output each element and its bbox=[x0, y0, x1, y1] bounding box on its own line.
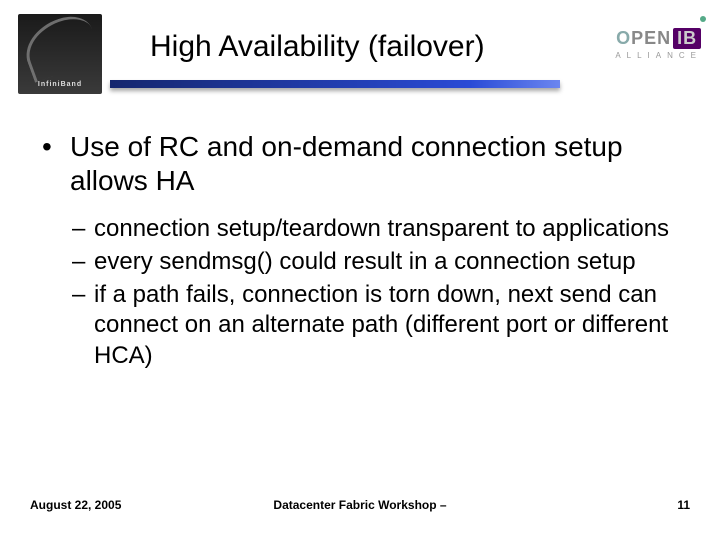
bullet-level1-text: Use of RC and on-demand connection setup… bbox=[70, 130, 690, 198]
title-underline bbox=[110, 80, 560, 88]
logo-dot-icon bbox=[700, 16, 706, 22]
bullet-level2-text: connection setup/teardown transparent to… bbox=[94, 215, 669, 242]
logo-arc-icon bbox=[17, 9, 102, 82]
bullet-level2: every sendmsg() could result in a connec… bbox=[42, 247, 690, 278]
logo-right-sub: ALLIANCE bbox=[615, 51, 702, 60]
slide: InfiniBand High Availability (failover) … bbox=[0, 0, 720, 540]
bullet-level2: connection setup/teardown transparent to… bbox=[42, 214, 690, 245]
content: Use of RC and on-demand connection setup… bbox=[42, 130, 690, 372]
logo-right-name: OPENIB bbox=[616, 28, 701, 48]
bullet-level2-text: every sendmsg() could result in a connec… bbox=[94, 248, 636, 275]
footer-page: 11 bbox=[677, 498, 690, 512]
logo-infiniband: InfiniBand bbox=[18, 14, 102, 94]
footer-center: Datacenter Fabric Workshop – bbox=[0, 498, 720, 512]
bullet-level2-text: if a path fails, connection is torn down… bbox=[94, 281, 668, 369]
bullet-level1: Use of RC and on-demand connection setup… bbox=[42, 130, 690, 198]
bullet-level2: if a path fails, connection is torn down… bbox=[42, 280, 690, 372]
logo-openib: OPENIB ALLIANCE bbox=[615, 28, 702, 60]
header: InfiniBand High Availability (failover) … bbox=[0, 0, 720, 100]
footer: August 22, 2005 Datacenter Fabric Worksh… bbox=[0, 498, 720, 518]
slide-title: High Availability (failover) bbox=[150, 30, 485, 64]
logo-left-name: InfiniBand bbox=[18, 81, 102, 88]
